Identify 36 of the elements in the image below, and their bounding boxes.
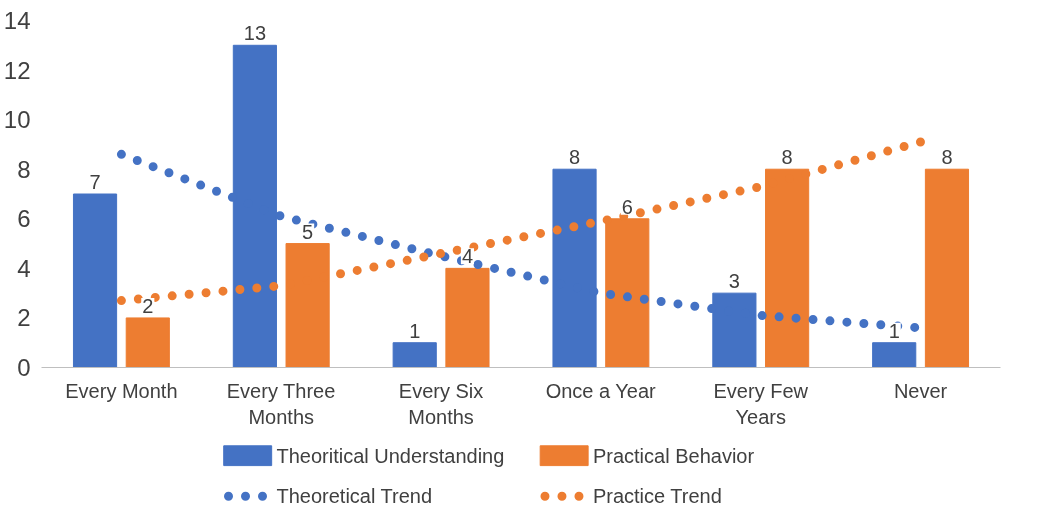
- x-tick-label: Every Month: [65, 379, 178, 402]
- legend-label: Practice Trend: [592, 485, 722, 508]
- bar: [392, 342, 437, 368]
- y-tick-label: 0: [17, 354, 31, 381]
- data-label: 5: [302, 220, 314, 243]
- x-tick-label: Every Few Years: [713, 379, 809, 428]
- data-label: 3: [728, 270, 740, 293]
- legend-label: Theoretical Trend: [276, 485, 433, 508]
- data-label: 8: [781, 146, 793, 169]
- data-label: 6: [621, 195, 633, 218]
- data-label: 4: [461, 245, 474, 268]
- y-tick-label: 14: [3, 7, 31, 34]
- x-tick-label: Never: [893, 379, 948, 402]
- y-tick-label: 6: [17, 205, 31, 233]
- legend-label: Theoritical Understanding: [276, 444, 505, 467]
- data-label: 1: [409, 319, 421, 342]
- y-tick-label: 4: [17, 254, 31, 282]
- data-label: 8: [568, 146, 581, 169]
- y-tick-label: 10: [3, 106, 31, 134]
- data-label: 7: [89, 171, 101, 193]
- data-label: 13: [243, 22, 266, 45]
- bar: [72, 193, 118, 368]
- y-tick-label: 12: [3, 56, 31, 84]
- x-tick-label: Every Three Months: [226, 379, 336, 428]
- bar: [872, 342, 917, 368]
- bar: [445, 267, 490, 368]
- x-tick-label: Every Six Months: [398, 379, 484, 428]
- data-label: 2: [142, 294, 154, 317]
- legend-label: Practical Behavior: [592, 444, 755, 467]
- y-tick-label: 8: [17, 155, 31, 183]
- data-label: 1: [888, 319, 900, 342]
- y-tick-label: 2: [17, 304, 31, 332]
- bar: [125, 317, 170, 368]
- x-tick-label: Once a Year: [545, 379, 657, 402]
- data-label: 8: [941, 146, 953, 169]
- bar: [924, 168, 970, 368]
